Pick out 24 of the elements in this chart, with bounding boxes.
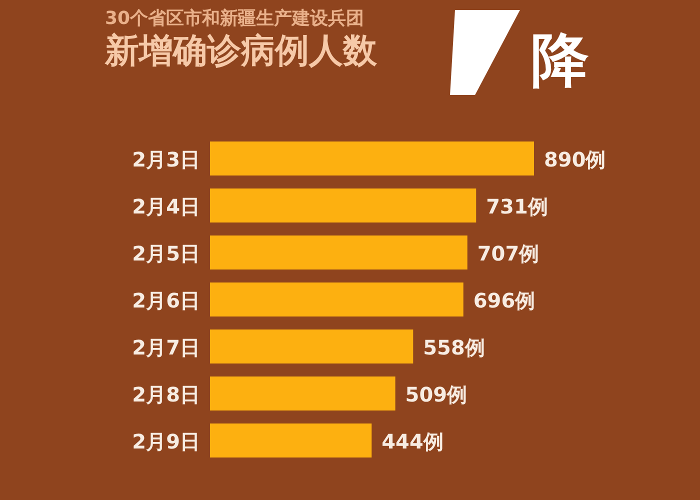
y-tick-label: 2月3日: [132, 148, 200, 172]
bar: [210, 282, 464, 316]
bar: [210, 376, 396, 410]
bar: [210, 330, 414, 364]
y-tick-label: 2月7日: [132, 336, 200, 360]
data-label: 558例: [423, 336, 485, 360]
y-tick-label: 2月9日: [132, 430, 200, 454]
data-label: 444例: [382, 430, 444, 454]
data-label: 696例: [473, 288, 536, 312]
data-label: 731例: [486, 194, 548, 218]
text: 降: [531, 26, 589, 94]
chart-subtitle: 30个省区市和新疆生产建设兵团: [105, 8, 364, 29]
bar: [210, 236, 468, 270]
bar: [210, 142, 534, 176]
bar: [210, 188, 476, 222]
y-tick-label: 2月5日: [132, 242, 200, 266]
data-label: 890例: [544, 148, 606, 172]
data-label: 707例: [477, 242, 540, 266]
bar: [210, 424, 372, 458]
y-tick-label: 2月8日: [132, 382, 200, 406]
chart-title: 新增确诊病例人数: [104, 31, 378, 71]
y-tick-label: 2月6日: [132, 288, 200, 312]
data-label: 509例: [405, 382, 468, 406]
y-tick-label: 2月4日: [132, 194, 200, 218]
